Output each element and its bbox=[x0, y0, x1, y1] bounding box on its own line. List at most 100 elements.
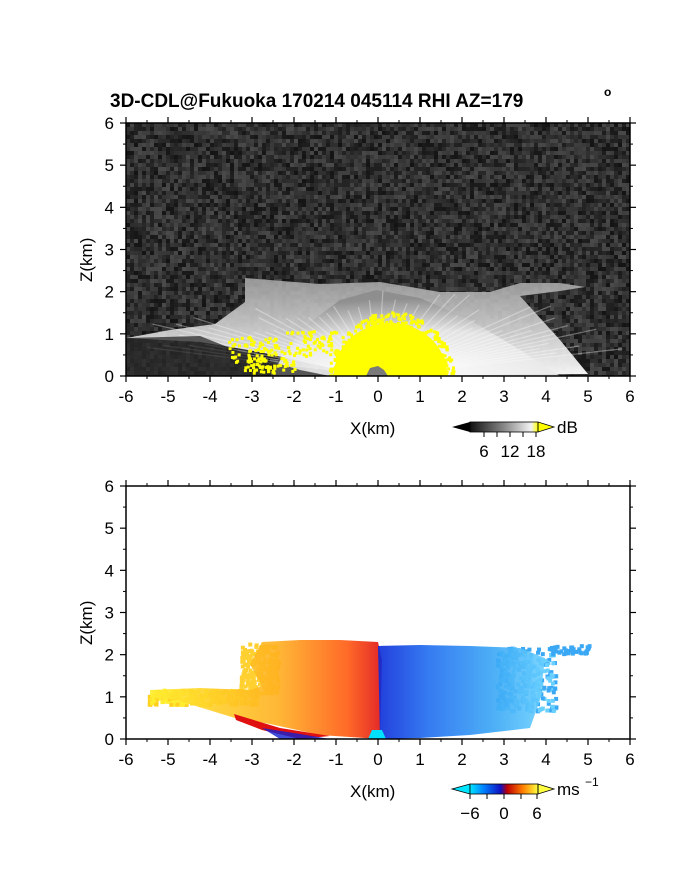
noise-pixel bbox=[222, 131, 226, 135]
noise-pixel bbox=[514, 131, 518, 135]
noise-pixel bbox=[550, 203, 554, 207]
noise-pixel bbox=[126, 279, 130, 283]
noise-pixel bbox=[270, 159, 274, 163]
noise-pixel bbox=[226, 187, 230, 191]
noise-pixel bbox=[346, 211, 350, 215]
noise-pixel bbox=[626, 255, 630, 259]
noise-pixel bbox=[502, 183, 506, 187]
noise-pixel bbox=[154, 167, 158, 171]
noise-pixel bbox=[566, 235, 570, 239]
noise-pixel bbox=[454, 251, 458, 255]
noise-pixel bbox=[202, 247, 206, 251]
noise-pixel bbox=[438, 227, 442, 231]
noise-pixel bbox=[358, 207, 362, 211]
noise-pixel bbox=[146, 235, 150, 239]
noise-pixel bbox=[574, 239, 578, 243]
noise-pixel bbox=[350, 135, 354, 139]
noise-pixel bbox=[514, 203, 518, 207]
noise-pixel bbox=[142, 211, 146, 215]
noise-pixel bbox=[606, 239, 610, 243]
noise-pixel bbox=[550, 175, 554, 179]
noise-pixel bbox=[230, 191, 234, 195]
noise-pixel bbox=[486, 203, 490, 207]
noise-pixel bbox=[462, 239, 466, 243]
noise-pixel bbox=[494, 259, 498, 263]
noise-pixel bbox=[298, 175, 302, 179]
noise-pixel bbox=[346, 155, 350, 159]
noise-pixel bbox=[346, 159, 350, 163]
noise-pixel bbox=[546, 235, 550, 239]
noise-pixel bbox=[398, 155, 402, 159]
noise-pixel bbox=[478, 139, 482, 143]
noise-pixel bbox=[546, 215, 550, 219]
noise-pixel bbox=[398, 247, 402, 251]
noise-pixel bbox=[258, 159, 262, 163]
noise-pixel bbox=[170, 231, 174, 235]
noise-pixel bbox=[382, 255, 386, 259]
noise-pixel bbox=[430, 207, 434, 211]
noise-pixel bbox=[294, 255, 298, 259]
noise-pixel bbox=[374, 123, 378, 127]
noise-pixel bbox=[486, 195, 490, 199]
noise-pixel bbox=[270, 203, 274, 207]
noise-pixel bbox=[442, 259, 446, 263]
noise-pixel bbox=[542, 143, 546, 147]
noise-pixel bbox=[302, 275, 306, 279]
noise-pixel bbox=[458, 211, 462, 215]
noise-pixel bbox=[462, 235, 466, 239]
noise-pixel bbox=[362, 263, 366, 267]
noise-pixel bbox=[146, 171, 150, 175]
noise-pixel bbox=[274, 163, 278, 167]
noise-pixel bbox=[270, 255, 274, 259]
noise-pixel bbox=[294, 203, 298, 207]
noise-pixel bbox=[382, 135, 386, 139]
noise-pixel bbox=[458, 251, 462, 255]
noise-pixel bbox=[126, 275, 130, 279]
noise-pixel bbox=[406, 179, 410, 183]
noise-pixel bbox=[282, 179, 286, 183]
noise-pixel bbox=[406, 203, 410, 207]
noise-pixel bbox=[454, 135, 458, 139]
noise-pixel bbox=[518, 123, 522, 127]
noise-pixel bbox=[446, 183, 450, 187]
noise-pixel bbox=[394, 211, 398, 215]
noise-pixel bbox=[498, 247, 502, 251]
noise-pixel bbox=[210, 159, 214, 163]
noise-pixel bbox=[138, 251, 142, 255]
noise-pixel bbox=[410, 235, 414, 239]
noise-pixel bbox=[258, 227, 262, 231]
noise-pixel bbox=[578, 123, 582, 127]
noise-pixel bbox=[490, 139, 494, 143]
noise-pixel bbox=[582, 267, 586, 271]
noise-pixel bbox=[214, 155, 218, 159]
noise-pixel bbox=[306, 227, 310, 231]
noise-pixel bbox=[150, 239, 154, 243]
noise-pixel bbox=[354, 163, 358, 167]
noise-pixel bbox=[406, 219, 410, 223]
noise-pixel bbox=[458, 187, 462, 191]
noise-pixel bbox=[614, 151, 618, 155]
noise-pixel bbox=[258, 235, 262, 239]
noise-pixel bbox=[366, 151, 370, 155]
noise-pixel bbox=[374, 167, 378, 171]
noise-pixel bbox=[314, 167, 318, 171]
noise-pixel bbox=[422, 263, 426, 267]
noise-pixel bbox=[378, 151, 382, 155]
noise-pixel bbox=[394, 155, 398, 159]
noise-pixel bbox=[126, 259, 130, 263]
noise-pixel bbox=[490, 163, 494, 167]
noise-pixel bbox=[474, 167, 478, 171]
noise-pixel bbox=[418, 275, 422, 279]
noise-pixel bbox=[410, 147, 414, 151]
noise-pixel bbox=[218, 271, 222, 275]
noise-pixel bbox=[166, 183, 170, 187]
noise-pixel bbox=[202, 143, 206, 147]
noise-pixel bbox=[162, 231, 166, 235]
noise-pixel bbox=[182, 143, 186, 147]
noise-pixel bbox=[566, 267, 570, 271]
noise-pixel bbox=[230, 147, 234, 151]
noise-pixel bbox=[386, 167, 390, 171]
noise-pixel bbox=[210, 231, 214, 235]
noise-pixel bbox=[130, 255, 134, 259]
noise-pixel bbox=[426, 239, 430, 243]
